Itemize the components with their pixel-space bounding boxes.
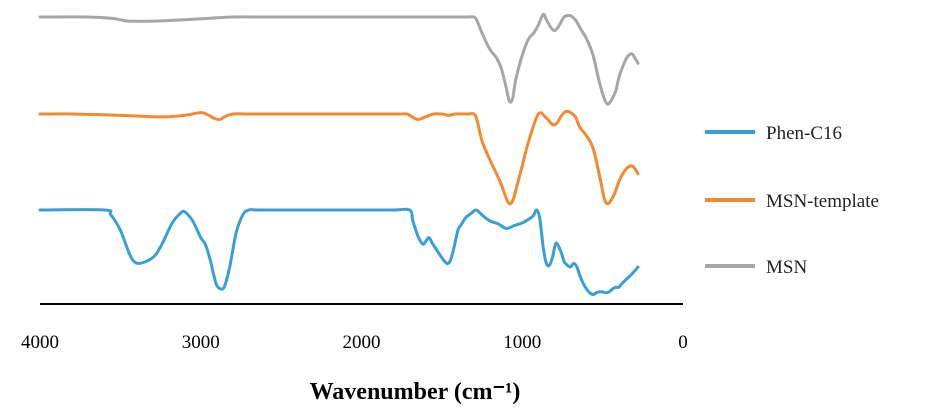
x-tick-label: 2000 xyxy=(343,332,381,353)
x-tick-label: 3000 xyxy=(182,332,220,353)
series-layer xyxy=(38,12,640,297)
legend: Phen-C16 MSN-template MSN xyxy=(705,123,879,278)
legend-label-phen-c16: Phen-C16 xyxy=(766,123,842,144)
x-axis-label: Wavenumber (cm⁻¹) xyxy=(310,379,521,405)
series-line-msn-template xyxy=(38,109,640,206)
x-tick-label: 0 xyxy=(678,332,688,353)
series-line-phen-c16 xyxy=(38,207,640,297)
legend-label-msn: MSN xyxy=(766,257,807,278)
legend-label-msn-template: MSN-template xyxy=(766,191,879,212)
x-tick-label: 1000 xyxy=(503,332,541,353)
x-tick-labels: 4000 3000 2000 1000 0 xyxy=(21,332,688,353)
series-line-msn xyxy=(38,12,640,106)
x-tick-label: 4000 xyxy=(21,332,59,353)
